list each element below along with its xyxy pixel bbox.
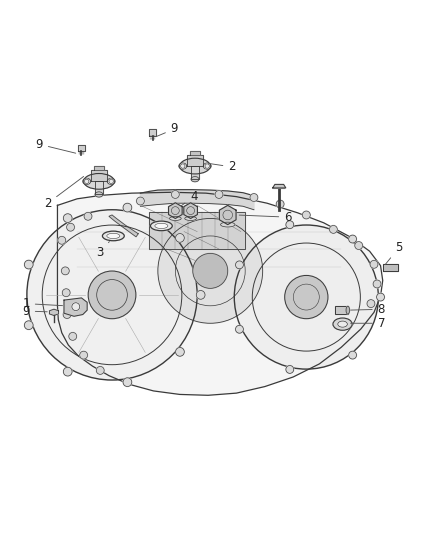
Circle shape	[349, 235, 357, 243]
Bar	[335, 306, 348, 314]
Ellipse shape	[191, 176, 199, 182]
Ellipse shape	[95, 192, 103, 197]
Circle shape	[196, 290, 205, 299]
Bar	[149, 212, 245, 249]
Circle shape	[180, 164, 185, 168]
Ellipse shape	[107, 179, 115, 184]
Polygon shape	[273, 184, 286, 188]
Circle shape	[286, 366, 294, 373]
Ellipse shape	[107, 233, 120, 239]
Circle shape	[137, 197, 145, 205]
Polygon shape	[149, 130, 156, 135]
Circle shape	[171, 190, 179, 198]
Ellipse shape	[338, 321, 347, 327]
Polygon shape	[91, 171, 107, 181]
Ellipse shape	[170, 216, 181, 221]
Text: 2: 2	[44, 176, 84, 209]
Polygon shape	[141, 190, 254, 210]
Polygon shape	[109, 215, 138, 237]
Circle shape	[88, 271, 136, 319]
Polygon shape	[191, 166, 199, 179]
Circle shape	[377, 293, 385, 301]
Ellipse shape	[333, 318, 352, 330]
Text: 2: 2	[208, 160, 236, 173]
Ellipse shape	[155, 223, 168, 229]
Circle shape	[236, 325, 244, 333]
Ellipse shape	[220, 222, 235, 227]
Circle shape	[285, 276, 328, 319]
Circle shape	[85, 179, 89, 183]
Circle shape	[25, 321, 33, 329]
Circle shape	[205, 164, 209, 168]
Circle shape	[69, 333, 77, 340]
Circle shape	[234, 225, 378, 369]
Circle shape	[302, 211, 310, 219]
Circle shape	[63, 311, 71, 318]
Polygon shape	[78, 144, 85, 151]
Circle shape	[355, 241, 363, 249]
Ellipse shape	[185, 216, 197, 221]
Polygon shape	[169, 203, 182, 219]
Circle shape	[329, 225, 337, 233]
Circle shape	[64, 367, 72, 376]
Circle shape	[109, 179, 113, 183]
Circle shape	[370, 261, 378, 268]
Circle shape	[80, 351, 88, 359]
Circle shape	[27, 210, 197, 380]
Circle shape	[373, 280, 381, 288]
Circle shape	[62, 289, 70, 297]
Ellipse shape	[102, 231, 124, 241]
Text: 9: 9	[22, 304, 47, 318]
Circle shape	[61, 267, 69, 275]
Polygon shape	[383, 264, 398, 271]
Ellipse shape	[83, 179, 91, 184]
Circle shape	[276, 200, 284, 208]
Bar	[149, 212, 245, 249]
Polygon shape	[94, 166, 104, 171]
Text: 5: 5	[385, 241, 403, 264]
Ellipse shape	[179, 163, 187, 169]
Polygon shape	[57, 192, 383, 395]
Circle shape	[25, 260, 33, 269]
Ellipse shape	[346, 306, 350, 314]
Polygon shape	[49, 309, 59, 316]
Text: 6: 6	[239, 211, 292, 224]
Text: 7: 7	[350, 317, 385, 330]
Polygon shape	[184, 203, 198, 219]
Bar	[335, 306, 348, 314]
Circle shape	[64, 214, 72, 222]
Circle shape	[193, 253, 228, 288]
Circle shape	[67, 223, 74, 231]
Circle shape	[72, 303, 80, 311]
Polygon shape	[219, 205, 236, 224]
Text: 4: 4	[181, 190, 198, 206]
Circle shape	[250, 193, 258, 201]
Circle shape	[349, 351, 357, 359]
Circle shape	[367, 300, 375, 308]
Circle shape	[286, 221, 294, 229]
Text: 8: 8	[350, 303, 385, 316]
Text: 9: 9	[156, 123, 178, 136]
Polygon shape	[187, 155, 203, 166]
Polygon shape	[64, 298, 87, 316]
Circle shape	[176, 233, 184, 243]
Circle shape	[236, 261, 244, 269]
Text: 9: 9	[35, 138, 76, 153]
Circle shape	[158, 219, 263, 323]
Circle shape	[96, 367, 104, 374]
Circle shape	[215, 190, 223, 198]
Circle shape	[176, 348, 184, 356]
Text: 1: 1	[22, 297, 63, 310]
Circle shape	[84, 212, 92, 220]
Circle shape	[58, 236, 66, 244]
Text: 3: 3	[96, 241, 110, 259]
Polygon shape	[95, 181, 103, 195]
Ellipse shape	[150, 221, 172, 231]
Circle shape	[123, 203, 132, 212]
Polygon shape	[190, 151, 200, 155]
Ellipse shape	[180, 158, 210, 174]
Circle shape	[123, 378, 132, 386]
Ellipse shape	[203, 163, 211, 169]
Ellipse shape	[84, 174, 114, 189]
